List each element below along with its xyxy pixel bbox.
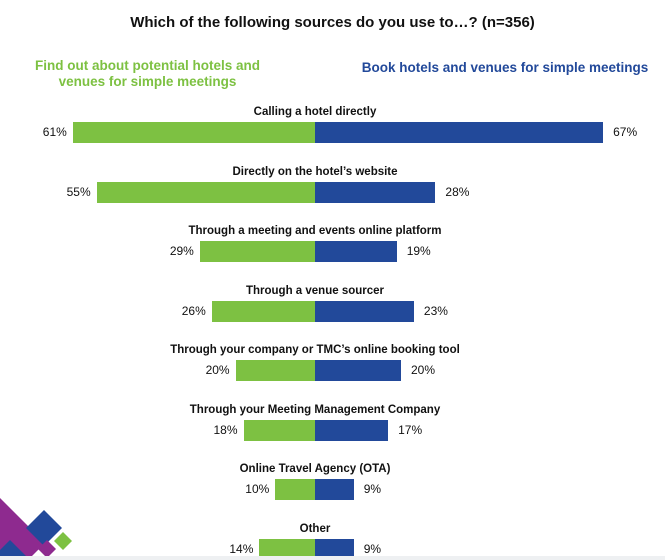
bar-book (315, 181, 436, 203)
legend-find-out: Find out about potential hotels and venu… (35, 58, 260, 89)
bar-find-out (199, 241, 315, 262)
value-label-find-out: 61% (42, 125, 67, 139)
bar-book (315, 360, 401, 381)
chart-title: Which of the following sources do you us… (130, 14, 535, 31)
value-label-book: 67% (613, 125, 638, 139)
bar-find-out (72, 122, 315, 143)
logo-green-diamond (54, 532, 72, 550)
value-label-find-out: 14% (229, 541, 254, 556)
value-label-book: 9% (363, 541, 382, 556)
bar-book (315, 300, 414, 322)
value-label-find-out: 55% (66, 184, 91, 199)
logo-blue-diamond (26, 510, 62, 546)
bar-find-out (211, 300, 315, 322)
legend-book: Book hotels and venues for simple meetin… (361, 60, 649, 75)
category-label: Through your Meeting Management Company (189, 403, 441, 416)
bar-find-out (275, 479, 315, 500)
bar-book (315, 479, 354, 500)
value-label-find-out: 10% (245, 482, 270, 496)
company-logo (0, 498, 72, 560)
bar-book (315, 419, 389, 441)
value-label-find-out: 26% (181, 303, 206, 318)
logo-blue-shape-large (0, 540, 30, 560)
bar-book (315, 241, 397, 262)
value-label-book: 23% (423, 303, 448, 318)
category-label: Other (299, 522, 331, 535)
bottom-strip (0, 556, 665, 560)
value-label-book: 9% (363, 482, 382, 496)
value-label-book: 19% (406, 244, 431, 258)
value-label-find-out: 20% (205, 363, 230, 377)
value-label-book: 20% (411, 363, 436, 377)
value-label-book: 28% (445, 184, 470, 199)
value-label-find-out: 18% (213, 422, 238, 437)
bar-find-out (259, 538, 315, 560)
category-label: Through a venue sourcer (245, 284, 385, 297)
bar-find-out (243, 419, 315, 441)
category-label: Calling a hotel directly (253, 106, 377, 118)
logo-purple-diamond (38, 540, 56, 558)
value-label-find-out: 29% (169, 244, 194, 258)
category-label: Through a meeting and events online plat… (188, 225, 442, 237)
value-label-book: 17% (398, 422, 423, 437)
bar-book (315, 538, 354, 560)
bar-find-out (96, 181, 315, 203)
category-label: Through your company or TMC’s online boo… (170, 344, 460, 356)
category-label: Online Travel Agency (OTA) (239, 463, 391, 475)
bar-book (315, 122, 604, 143)
category-label: Directly on the hotel’s website (232, 165, 398, 178)
bar-find-out (235, 360, 315, 381)
